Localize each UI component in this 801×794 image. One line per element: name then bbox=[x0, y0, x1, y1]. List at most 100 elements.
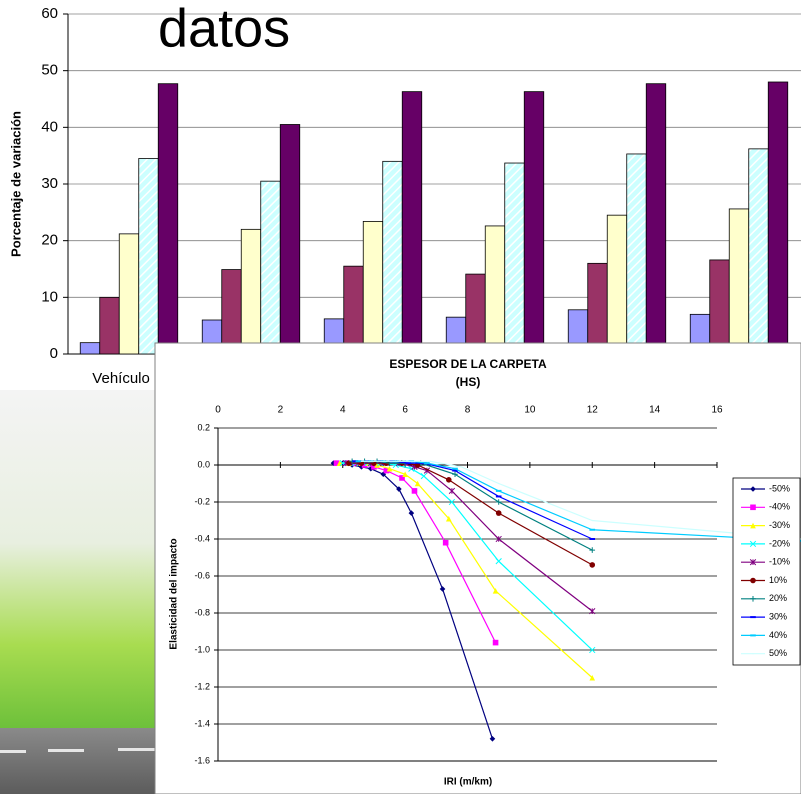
marker bbox=[498, 482, 500, 485]
y-tick-label: 50 bbox=[41, 62, 58, 79]
bar bbox=[382, 160, 403, 355]
x2-tick-label: 0 bbox=[215, 405, 221, 416]
marker bbox=[749, 540, 757, 548]
bar-chart: 0 10 20 30 40 50 60 Vehículo Li datos Porcentaje … bbox=[8, 0, 801, 387]
marker bbox=[452, 471, 458, 478]
y-tick-label: 0 bbox=[50, 345, 58, 362]
bar bbox=[645, 83, 667, 355]
bar bbox=[709, 259, 730, 355]
bar bbox=[138, 158, 159, 355]
marker bbox=[495, 535, 502, 543]
marker bbox=[750, 504, 756, 511]
x2-tick-label: 16 bbox=[711, 405, 723, 416]
marker bbox=[383, 467, 390, 474]
legend-label: 50% bbox=[769, 648, 787, 658]
marker bbox=[420, 472, 427, 480]
marker bbox=[495, 510, 502, 516]
bar bbox=[748, 148, 769, 355]
marker bbox=[414, 480, 421, 487]
y-tick-label: 60 bbox=[41, 5, 58, 22]
bar bbox=[767, 81, 789, 355]
y-tick-label: -0.8 bbox=[194, 607, 210, 617]
legend-label: 10% bbox=[769, 575, 787, 585]
marker bbox=[489, 736, 496, 742]
marker bbox=[589, 607, 596, 615]
marker bbox=[750, 486, 756, 492]
marker bbox=[429, 460, 431, 462]
marker bbox=[439, 586, 446, 592]
legend-label: 40% bbox=[769, 630, 787, 640]
marker bbox=[442, 539, 449, 546]
road-dashes bbox=[0, 748, 158, 753]
marker bbox=[402, 471, 408, 478]
marker bbox=[445, 477, 452, 483]
chart-subtitle: (HS) bbox=[456, 375, 481, 389]
marker bbox=[368, 465, 374, 472]
x2-tick-label: 4 bbox=[340, 405, 346, 416]
bar bbox=[221, 269, 242, 355]
y-tick-label: 0.0 bbox=[197, 459, 210, 469]
marker bbox=[396, 486, 402, 492]
x2-tick-label: 6 bbox=[402, 405, 408, 416]
chart-title: ESPESOR DE LA CARPETA bbox=[389, 357, 547, 371]
series-line bbox=[361, 460, 801, 540]
marker bbox=[448, 498, 456, 506]
marker bbox=[752, 653, 754, 655]
marker bbox=[749, 559, 757, 566]
marker bbox=[371, 464, 377, 470]
marker bbox=[492, 639, 499, 646]
legend-label: -50% bbox=[769, 483, 790, 493]
legend-label: -40% bbox=[769, 502, 790, 512]
bar bbox=[401, 91, 423, 355]
x2-tick-label: 14 bbox=[649, 405, 661, 416]
marker bbox=[411, 488, 418, 494]
bar bbox=[504, 162, 525, 355]
y-tick-label: -0.4 bbox=[194, 533, 210, 543]
y-axis-label: Porcentaje de variación bbox=[8, 111, 23, 257]
bar bbox=[343, 265, 364, 355]
y-tick-label: -1.2 bbox=[194, 681, 210, 691]
bar bbox=[260, 180, 281, 355]
legend-label: 20% bbox=[769, 593, 787, 603]
y-tick-label: -1.0 bbox=[194, 644, 210, 654]
line-chart-frame bbox=[154, 342, 801, 794]
bar bbox=[279, 124, 301, 355]
bar bbox=[99, 296, 120, 355]
marker bbox=[445, 515, 452, 522]
x2-tick-label: 8 bbox=[465, 405, 471, 416]
bar bbox=[118, 233, 140, 355]
x2-tick-label: 12 bbox=[587, 405, 599, 416]
line-chart: 0.2 0.0 -0.2 -0.4 -0.6 -0.8 -1.0 -1.2 -1.4 -1.6 0 2… bbox=[169, 357, 801, 788]
marker bbox=[589, 674, 596, 681]
marker bbox=[385, 460, 388, 462]
marker bbox=[495, 499, 502, 505]
marker bbox=[495, 558, 502, 565]
marker bbox=[386, 465, 393, 472]
bar bbox=[79, 342, 101, 355]
marker bbox=[591, 519, 593, 522]
legend-label: -20% bbox=[769, 538, 790, 548]
chart-title: datos bbox=[158, 0, 290, 58]
bar bbox=[484, 225, 506, 355]
marker bbox=[408, 510, 415, 516]
bar bbox=[728, 208, 750, 355]
x-tick-label: Vehículo Li bbox=[92, 370, 165, 387]
marker bbox=[358, 464, 365, 470]
x-axis-label: IRI (m/km) bbox=[444, 777, 492, 788]
bar bbox=[240, 228, 262, 355]
bar bbox=[606, 214, 628, 355]
legend-box bbox=[732, 477, 801, 666]
y-tick-label: 40 bbox=[41, 118, 58, 135]
x2-tick-label: 10 bbox=[524, 405, 536, 416]
y-tick-label: 20 bbox=[41, 232, 58, 249]
marker bbox=[333, 460, 340, 466]
y-tick-label: -1.6 bbox=[194, 755, 210, 765]
bar bbox=[587, 262, 608, 355]
marker bbox=[374, 462, 380, 468]
marker bbox=[460, 466, 462, 468]
y-tick-label: -0.6 bbox=[194, 570, 210, 580]
road bbox=[0, 728, 160, 794]
marker bbox=[750, 577, 756, 584]
marker bbox=[750, 522, 756, 529]
marker bbox=[399, 475, 405, 481]
